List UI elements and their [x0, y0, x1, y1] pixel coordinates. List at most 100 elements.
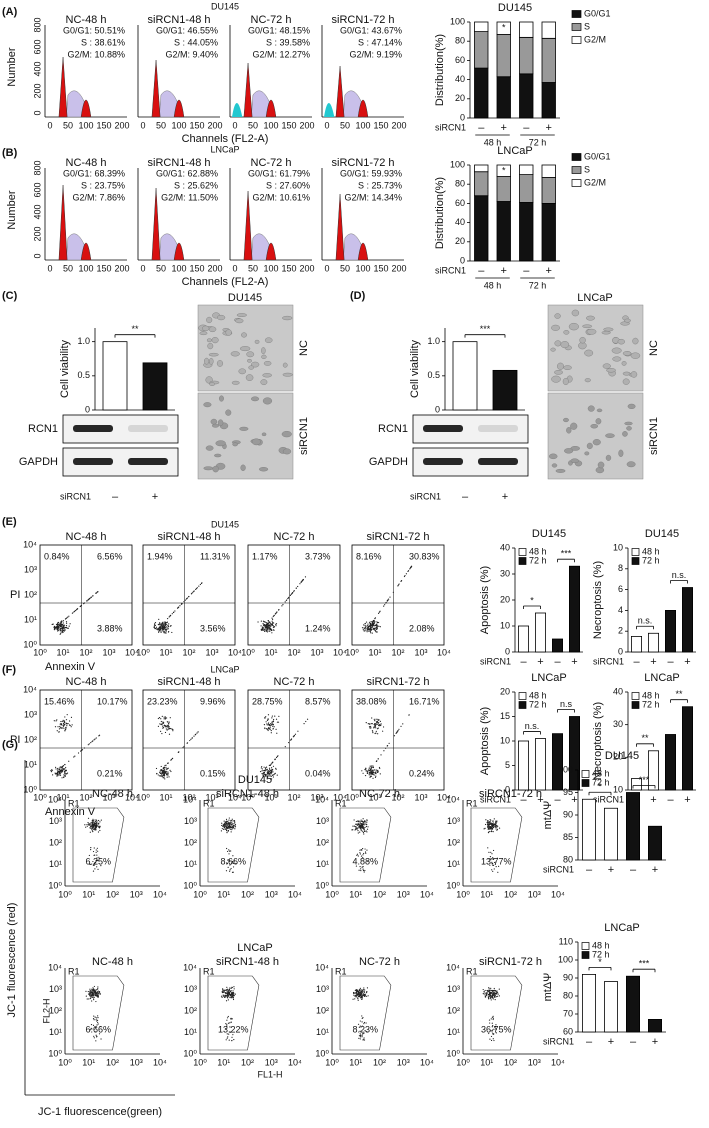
y-tick-label: 10⁴ [23, 539, 37, 549]
dot [93, 999, 94, 1000]
legend-label: 72 h [642, 699, 660, 709]
dot [66, 621, 67, 622]
cell [631, 353, 640, 359]
dot [362, 1036, 363, 1037]
dot [268, 728, 269, 729]
dot [226, 1020, 227, 1021]
dot [168, 762, 169, 763]
dot [492, 871, 493, 872]
dot [163, 768, 164, 769]
y-tick-label: 0 [460, 112, 465, 122]
dot [98, 993, 99, 994]
y-tick-label: 10¹ [24, 614, 37, 624]
dot [261, 770, 262, 771]
dot [231, 831, 232, 832]
dot [372, 767, 373, 768]
dot [375, 732, 376, 733]
x-tick-label: 100 [263, 263, 278, 273]
dot [93, 991, 94, 992]
dot [167, 726, 168, 727]
dot [491, 1036, 492, 1037]
y-tick-label: 10³ [49, 816, 62, 826]
y-label: JC-1 fluorescence (red) [6, 903, 18, 1018]
dot [261, 621, 262, 622]
dot [264, 727, 265, 728]
dot [371, 621, 372, 622]
dot [362, 827, 363, 828]
dot [187, 597, 188, 598]
dot [89, 989, 90, 990]
panel-label: (A) [2, 6, 18, 18]
x-tick-label: 10³ [130, 889, 143, 899]
dot [370, 774, 371, 775]
dot [62, 767, 63, 768]
dot [60, 774, 61, 775]
dot [231, 1018, 232, 1019]
dot [382, 731, 383, 732]
dot [486, 822, 487, 823]
cell [219, 396, 223, 402]
histogram-g1 [244, 191, 252, 260]
dot [380, 725, 381, 726]
cell [211, 419, 217, 424]
dot [380, 773, 381, 774]
dot [160, 724, 161, 725]
quadrant-value: 8.57% [305, 696, 331, 706]
dot [282, 604, 283, 605]
dot [97, 591, 98, 592]
x-tick-label: 10⁰ [136, 647, 150, 657]
dot [361, 991, 362, 992]
dot [154, 625, 155, 626]
dot [270, 628, 271, 629]
dot [301, 582, 302, 583]
quadrant-value: 3.88% [97, 623, 123, 633]
cell [631, 371, 637, 377]
quadrant-value: 1.17% [252, 551, 278, 561]
dot [63, 774, 64, 775]
dot [168, 774, 169, 775]
dot [360, 1036, 361, 1037]
x-tick-label: – [633, 656, 640, 668]
dot [488, 829, 489, 830]
dot [411, 566, 412, 567]
dot [64, 730, 65, 731]
y-tick-label: 200 [32, 226, 42, 241]
dot [227, 1017, 228, 1018]
dot [183, 746, 184, 747]
dot [365, 626, 366, 627]
bar [542, 203, 556, 261]
histogram-g1 [336, 194, 344, 260]
dot [161, 624, 162, 625]
dot [269, 631, 270, 632]
dot [155, 622, 156, 623]
dot [97, 1017, 98, 1018]
dot [369, 773, 370, 774]
x-label: siRCN1 [593, 794, 624, 804]
dot [86, 824, 87, 825]
dot [363, 870, 364, 871]
dot [226, 870, 227, 871]
legend-label: S [584, 164, 590, 174]
dot [260, 771, 261, 772]
y-tick-label: 10² [447, 837, 460, 847]
dot [61, 621, 62, 622]
stat: S : 25.73% [358, 180, 402, 190]
dot [86, 600, 87, 601]
dot [80, 606, 81, 607]
dot [364, 989, 365, 990]
dot [274, 759, 275, 760]
plot-title: NC-72 h [274, 531, 315, 543]
x-tick-label: – [478, 265, 485, 277]
dot [493, 998, 494, 999]
cell [603, 364, 611, 369]
dot [374, 772, 375, 773]
cell [204, 467, 213, 470]
dot [273, 766, 274, 767]
x-tick-label: – [112, 491, 119, 503]
cell [572, 310, 579, 316]
bar [520, 175, 534, 203]
cell [586, 316, 594, 320]
dot [493, 990, 494, 991]
cell [587, 329, 596, 334]
dot [366, 830, 367, 831]
